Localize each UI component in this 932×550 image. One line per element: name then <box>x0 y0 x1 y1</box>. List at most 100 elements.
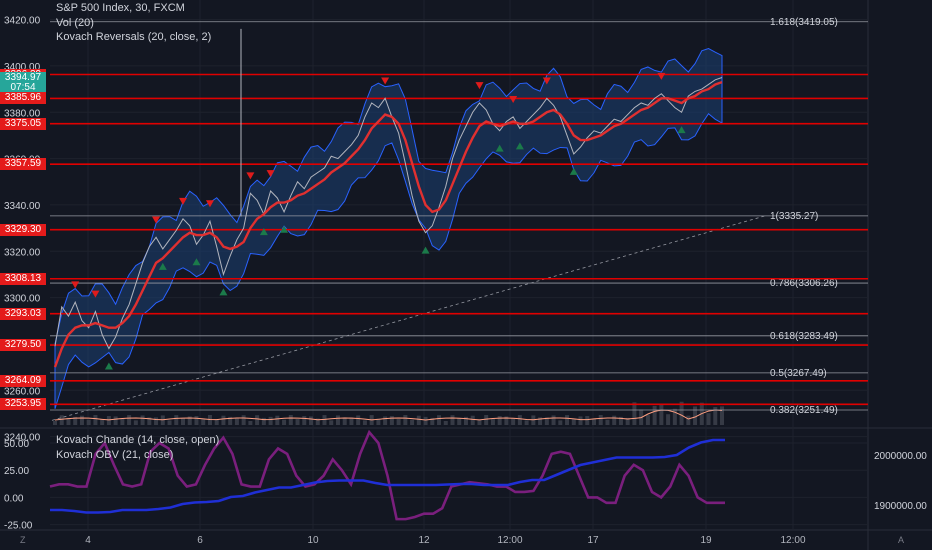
price-tag: 3375.05 <box>0 117 46 130</box>
volume-bar <box>511 418 516 425</box>
lower-y-tick-label: 25.00 <box>4 466 29 477</box>
volume-ma-line <box>54 409 723 421</box>
x-tick-label: 6 <box>197 535 203 546</box>
lower-y-tick-label: 50.00 <box>4 439 29 450</box>
up-reversal-marker <box>192 258 201 266</box>
volume-bar <box>100 419 105 425</box>
fib-level-label: 0.382(3251.49) <box>770 405 838 416</box>
study-volume-label[interactable]: Vol (20) <box>56 17 94 29</box>
volume-bar <box>430 417 435 425</box>
volume-bar <box>565 415 570 425</box>
volume-bar <box>315 418 320 425</box>
volume-bar <box>720 406 724 425</box>
down-reversal-marker <box>509 95 518 103</box>
volume-bar <box>53 421 57 425</box>
volume-bar <box>362 420 367 425</box>
lower-y-tick-label: 0.00 <box>4 493 24 504</box>
volume-bar <box>571 418 576 425</box>
study-kovach-chande-label[interactable]: Kovach Chande (14, close, open) <box>56 434 220 446</box>
volume-bar <box>376 418 381 425</box>
price-tag: 3329.30 <box>0 223 46 236</box>
volume-bar <box>302 416 307 425</box>
volume-bar <box>201 419 206 425</box>
price-tag: 3264.09 <box>0 374 46 387</box>
zoom-toggle-icon[interactable]: Z <box>20 535 26 545</box>
x-tick-label: 12:00 <box>780 535 805 546</box>
volume-bar <box>403 415 408 425</box>
price-tag: 3385.96 <box>0 92 46 105</box>
volume-bar <box>349 417 354 425</box>
down-reversal-marker <box>381 77 390 85</box>
volume-bar <box>666 414 671 425</box>
volume-bar <box>693 406 698 425</box>
study-kovach-obv-label[interactable]: Kovach OBV (21, close) <box>56 449 174 461</box>
reversal-markers <box>71 72 686 370</box>
volume-bar <box>437 415 442 425</box>
down-reversal-marker <box>542 77 551 85</box>
volume-bar <box>396 419 401 425</box>
price-tag: 3308.13 <box>0 272 46 285</box>
volume-bar <box>659 404 664 425</box>
volume-bar <box>255 415 260 425</box>
volume-bar <box>275 415 280 425</box>
kovach-chande-line <box>49 429 725 521</box>
volume-bar <box>322 415 327 425</box>
obv-tick-label: 1900000.00 <box>874 501 927 512</box>
volume-bar <box>106 416 111 425</box>
volume-bar <box>383 416 388 425</box>
volume-bar <box>120 418 125 425</box>
volume-bar <box>329 420 334 425</box>
chart-title: S&P 500 Index, 30, FXCM <box>56 2 185 14</box>
fib-level-label: 0.786(3306.26) <box>770 278 838 289</box>
volume-bar <box>140 415 145 425</box>
y-tick-label: 3420.00 <box>4 16 41 27</box>
moving-average-line <box>53 80 723 368</box>
volume-bar <box>86 419 91 425</box>
up-reversal-marker <box>219 288 228 296</box>
volume-bar <box>154 417 159 425</box>
volume-bar <box>59 415 64 425</box>
volume-bar <box>214 419 219 425</box>
volume-bar <box>645 414 650 425</box>
up-reversal-marker <box>495 144 504 152</box>
volume-bar <box>457 417 462 425</box>
volume-bar <box>282 419 287 425</box>
x-tick-label: 12 <box>418 535 430 546</box>
volume-bar <box>93 415 98 425</box>
down-reversal-marker <box>657 72 666 80</box>
volume-bar <box>66 417 71 425</box>
down-reversal-marker <box>266 170 275 178</box>
volume-bar <box>524 420 529 425</box>
y-tick-label: 3340.00 <box>4 201 41 212</box>
horizontal-levels: 1.618(3419.05) 1(3335.27) 0.786(3306.26) 0.… <box>50 17 868 421</box>
up-reversal-marker <box>259 228 268 236</box>
volume-bars <box>53 401 724 425</box>
volume-bar <box>356 415 361 425</box>
volume-bar <box>79 415 84 425</box>
up-reversal-marker <box>421 246 430 254</box>
fib-level-label: 0.5(3267.49) <box>770 368 827 379</box>
volume-bar <box>612 415 617 425</box>
volume-bar <box>127 415 132 425</box>
x-tick-label: 10 <box>307 535 319 546</box>
volume-bar <box>389 416 394 425</box>
volume-bar <box>221 415 226 425</box>
volume-bar <box>450 415 455 425</box>
volume-bar <box>194 416 199 425</box>
up-reversal-marker <box>569 167 578 175</box>
kovach-obv-line <box>50 438 725 514</box>
volume-bar <box>706 413 711 425</box>
x-tick-label: 12:00 <box>497 535 522 546</box>
down-reversal-marker <box>179 197 188 205</box>
volume-bar <box>477 419 482 425</box>
y-tick-label: 3380.00 <box>4 108 41 119</box>
y-tick-label: 3320.00 <box>4 247 41 258</box>
volume-bar <box>268 416 273 425</box>
volume-bar <box>558 420 563 425</box>
auto-scale-icon[interactable]: A <box>898 535 905 545</box>
study-kovach-reversals-label[interactable]: Kovach Reversals (20, close, 2) <box>56 31 212 43</box>
volume-bar <box>585 416 590 425</box>
volume-bar <box>652 405 657 425</box>
lower-y-tick-label: -25.00 <box>4 521 33 532</box>
